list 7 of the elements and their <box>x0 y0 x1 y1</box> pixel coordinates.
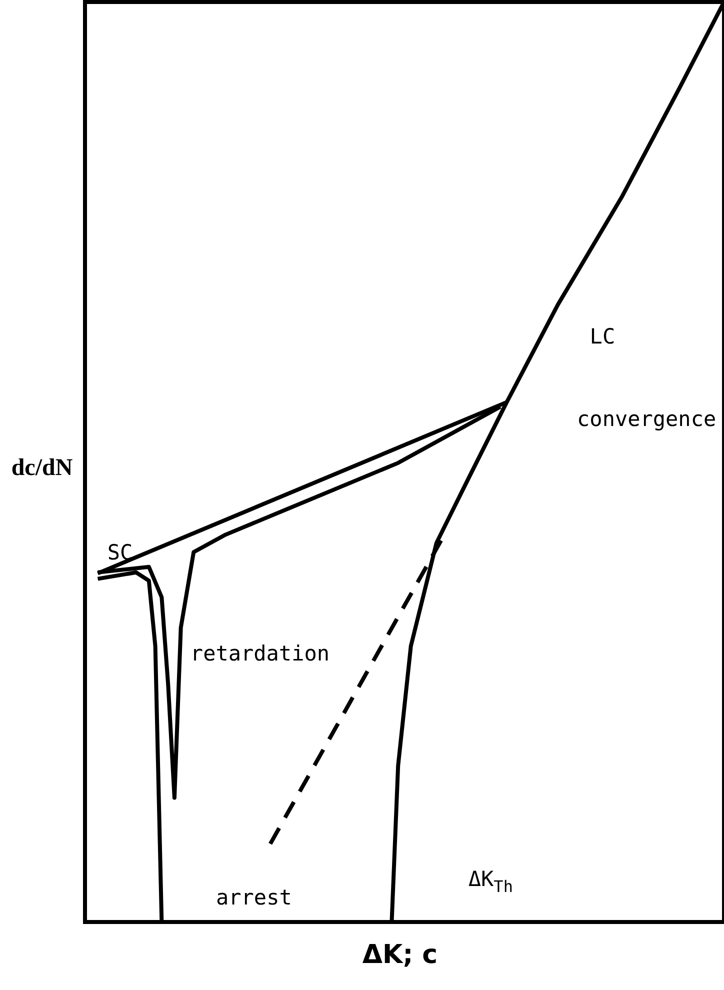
annotation: convergence <box>577 407 716 432</box>
annotation: arrest <box>216 885 292 910</box>
y-axis-title: dc/dN <box>10 455 74 482</box>
annotation: retardation <box>190 642 330 666</box>
annotation: SC <box>107 540 133 564</box>
x-axis-title: ΔK; c <box>361 940 439 970</box>
annotation: LC <box>590 324 616 348</box>
